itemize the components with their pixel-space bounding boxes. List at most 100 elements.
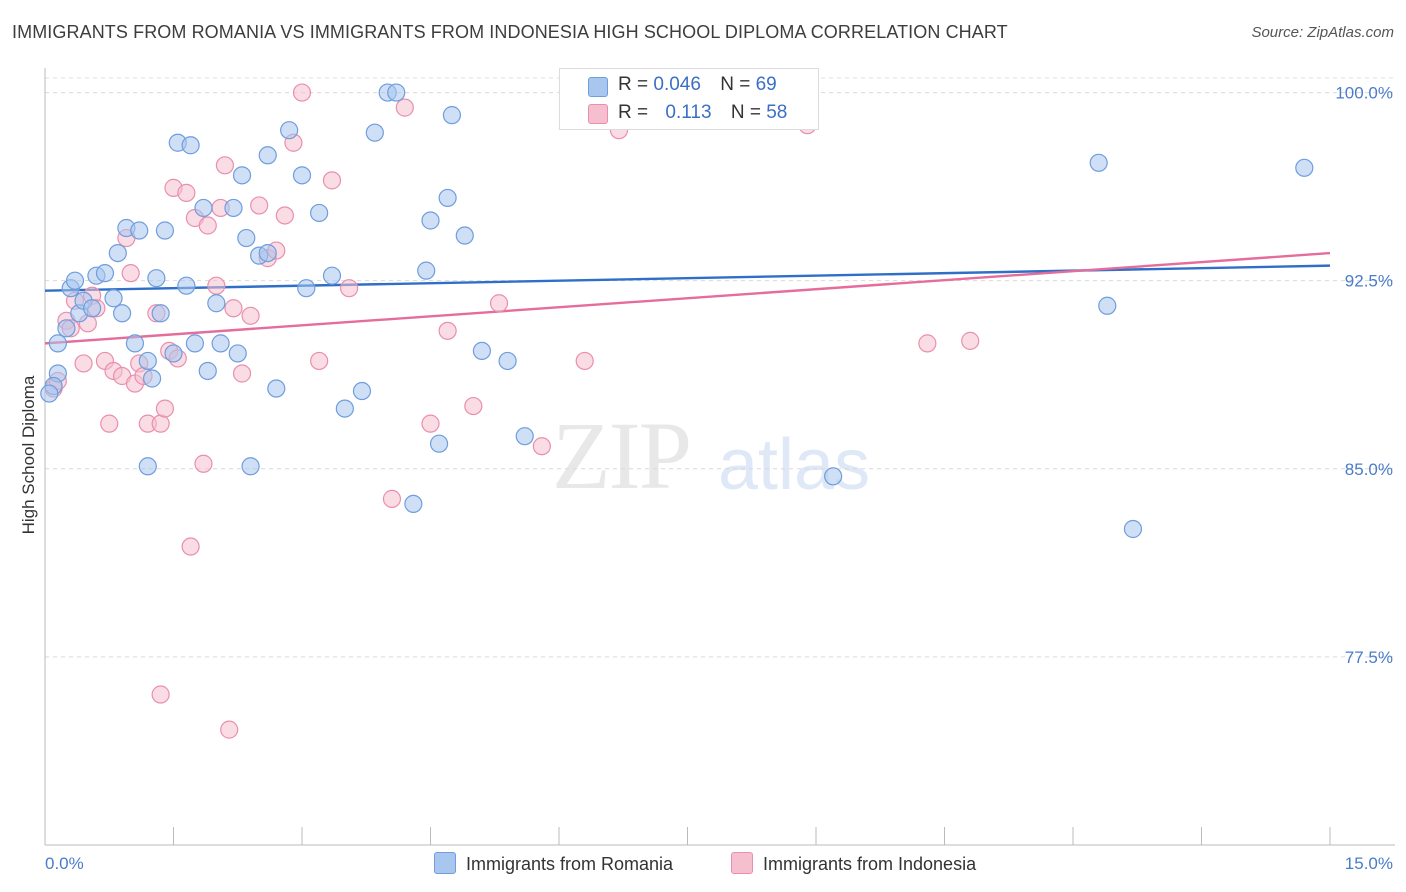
indonesia-point — [151, 685, 170, 704]
indonesia-point — [151, 414, 170, 433]
romania-point — [48, 334, 67, 353]
y-tick-label: 92.5% — [1345, 272, 1393, 291]
indonesia-point — [532, 437, 551, 456]
romania-point — [40, 384, 59, 403]
r-label: R = — [618, 102, 649, 123]
indonesia-point — [155, 399, 175, 418]
romania-point — [65, 271, 85, 290]
x-tick-label: 15.0% — [1345, 854, 1393, 873]
indonesia-stats: R = 0.113 N = 58 — [618, 102, 787, 124]
indonesia-point — [382, 489, 402, 508]
romania-trend-line — [44, 264, 1331, 292]
correlation-legend: R = 0.046 N = 69 R = 0.113 N = 58 — [559, 68, 819, 130]
indonesia-point — [438, 321, 457, 340]
indonesia-point — [292, 83, 312, 102]
legend-item-indonesia[interactable]: Immigrants from Indonesia — [731, 852, 976, 875]
romania-point — [297, 279, 316, 298]
indonesia-point — [241, 306, 260, 325]
romania-point — [429, 434, 449, 453]
romania-point — [207, 294, 226, 313]
indonesia-point — [224, 299, 243, 318]
indonesia-point — [310, 351, 329, 371]
y-tick-label: 100.0% — [1335, 84, 1393, 103]
romania-point — [442, 106, 462, 125]
romania-point — [130, 221, 149, 240]
romania-point — [147, 269, 166, 288]
romania-point — [155, 221, 175, 240]
indonesia-legend-swatch — [731, 852, 753, 874]
indonesia-trend-line — [44, 251, 1331, 345]
n-label: N = — [730, 102, 761, 123]
romania-point — [498, 351, 517, 371]
indonesia-point — [421, 414, 440, 433]
romania-swatch — [588, 77, 608, 97]
n-label: N = — [720, 74, 751, 95]
indonesia-point — [489, 294, 509, 313]
indonesia-point — [340, 279, 359, 298]
indonesia-point — [74, 354, 93, 373]
romania-point — [228, 344, 247, 363]
indonesia-point — [181, 537, 200, 556]
data-points — [40, 83, 1314, 739]
romania-point — [267, 379, 286, 398]
romania-point — [194, 198, 213, 218]
y-axis-label: High School Diploma — [19, 375, 38, 534]
source-label: Source: ZipAtlas.com — [1251, 24, 1394, 41]
indonesia-point — [918, 334, 937, 353]
romania-point — [438, 188, 457, 208]
romania-point — [387, 83, 406, 102]
romania-point — [310, 203, 329, 223]
romania-legend-label: Immigrants from Romania — [466, 854, 674, 874]
indonesia-point — [207, 276, 226, 295]
romania-point — [138, 351, 157, 371]
romania-point — [181, 136, 200, 155]
romania-point — [211, 334, 230, 353]
romania-point — [455, 226, 474, 245]
indonesia-point — [177, 183, 196, 202]
chart-title: IMMIGRANTS FROM ROMANIA VS IMMIGRANTS FR… — [12, 22, 1008, 42]
romania-point — [258, 243, 277, 263]
indonesia-point — [464, 396, 483, 416]
romania-point — [83, 299, 102, 318]
romania-point — [57, 319, 76, 338]
romania-legend-swatch — [434, 852, 456, 874]
romania-point — [1089, 153, 1108, 172]
romania-point — [138, 457, 157, 476]
romania-point — [125, 334, 145, 353]
indonesia-legend-label: Immigrants from Indonesia — [763, 854, 977, 874]
romania-point — [104, 289, 123, 308]
romania-point — [472, 341, 491, 361]
indonesia-point — [198, 216, 217, 235]
watermark-zip: ZIP — [552, 402, 692, 509]
axes — [44, 68, 1395, 846]
romania-point — [1295, 158, 1314, 177]
romania-point — [417, 261, 436, 280]
indonesia-point — [100, 414, 119, 433]
watermark-atlas: atlas — [718, 425, 871, 505]
indonesia-point — [575, 351, 594, 371]
romania-point — [241, 457, 260, 476]
romania-point — [164, 344, 183, 363]
romania-point — [258, 146, 277, 165]
romania-point — [232, 166, 252, 185]
romania-point — [280, 121, 299, 140]
romania-point — [421, 211, 440, 230]
x-tick-label: 0.0% — [45, 854, 84, 873]
romania-point — [1123, 519, 1143, 539]
indonesia-point — [194, 454, 213, 473]
romania-point — [177, 276, 196, 295]
indonesia-point — [232, 364, 252, 383]
romania-point — [365, 123, 384, 142]
romania-point — [335, 399, 354, 418]
r-label: R = — [618, 74, 649, 95]
romania-point — [292, 166, 312, 185]
romania-point — [108, 243, 127, 263]
romania-stats: R = 0.046 N = 69 — [618, 74, 777, 96]
y-tick-label: 85.0% — [1345, 460, 1393, 479]
romania-point — [198, 361, 217, 381]
indonesia-point — [121, 264, 140, 283]
legend-item-romania[interactable]: Immigrants from Romania — [434, 852, 673, 875]
romania-point — [142, 369, 162, 388]
tick-labels: 77.5% 85.0% 92.5% 100.0% 0.0% 15.0% High Schoo… — [19, 84, 1393, 873]
